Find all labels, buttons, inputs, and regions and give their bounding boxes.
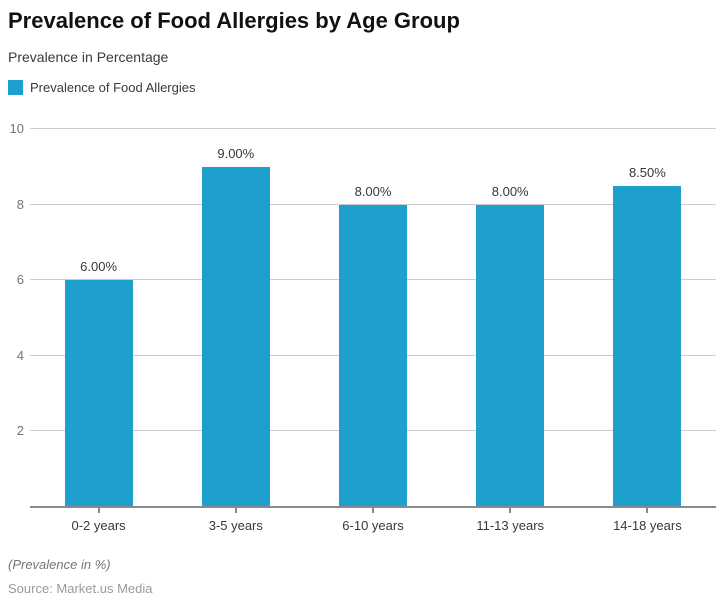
x-axis-category-label: 11-13 years [476, 518, 545, 533]
x-axis-category-label: 0-2 years [71, 518, 126, 533]
bar [339, 204, 407, 507]
bar-value-label: 8.00% [354, 183, 392, 199]
x-axis-tick [509, 508, 512, 513]
y-axis-tick-label: 6 [16, 272, 24, 288]
plot-area: 2 4 6 8 10 6.00% 0-2 years 9.00% 3-5 years 8.00% 6… [10, 121, 716, 533]
chart-subtitle: Prevalence in Percentage [8, 49, 169, 65]
source-credit: Source: Market.us Media [8, 581, 153, 596]
y-axis-tick-label: 10 [9, 121, 24, 136]
x-axis-category-label: 14-18 years [613, 518, 682, 533]
x-axis-category-label: 3-5 years [208, 518, 263, 533]
bar [201, 166, 270, 507]
bar [64, 280, 133, 507]
bar [613, 185, 682, 507]
bar-value-label: 8.00% [491, 183, 529, 199]
y-axis-tick-label: 8 [16, 196, 24, 212]
x-axis-category-label: 6-10 years [342, 518, 404, 533]
x-axis-line [30, 506, 716, 508]
bar [476, 204, 545, 507]
legend: Prevalence of Food Allergies [8, 80, 195, 95]
gridline [30, 203, 716, 205]
chart-title: Prevalence of Food Allergies by Age Grou… [8, 8, 460, 33]
bar-value-label: 9.00% [217, 145, 255, 161]
y-axis-tick-label: 2 [16, 423, 24, 439]
y-axis-tick-label: 4 [16, 347, 24, 363]
gridline [30, 128, 716, 129]
x-axis-tick [646, 508, 649, 513]
legend-label: Prevalence of Food Allergies [30, 80, 196, 95]
legend-swatch-icon [8, 80, 23, 95]
x-axis-tick [372, 508, 374, 513]
bar-value-label: 8.50% [628, 164, 666, 180]
x-axis-tick [234, 508, 237, 513]
bar-value-label: 6.00% [80, 259, 118, 275]
footnote: (Prevalence in %) [8, 557, 111, 572]
x-axis-tick [97, 508, 100, 513]
